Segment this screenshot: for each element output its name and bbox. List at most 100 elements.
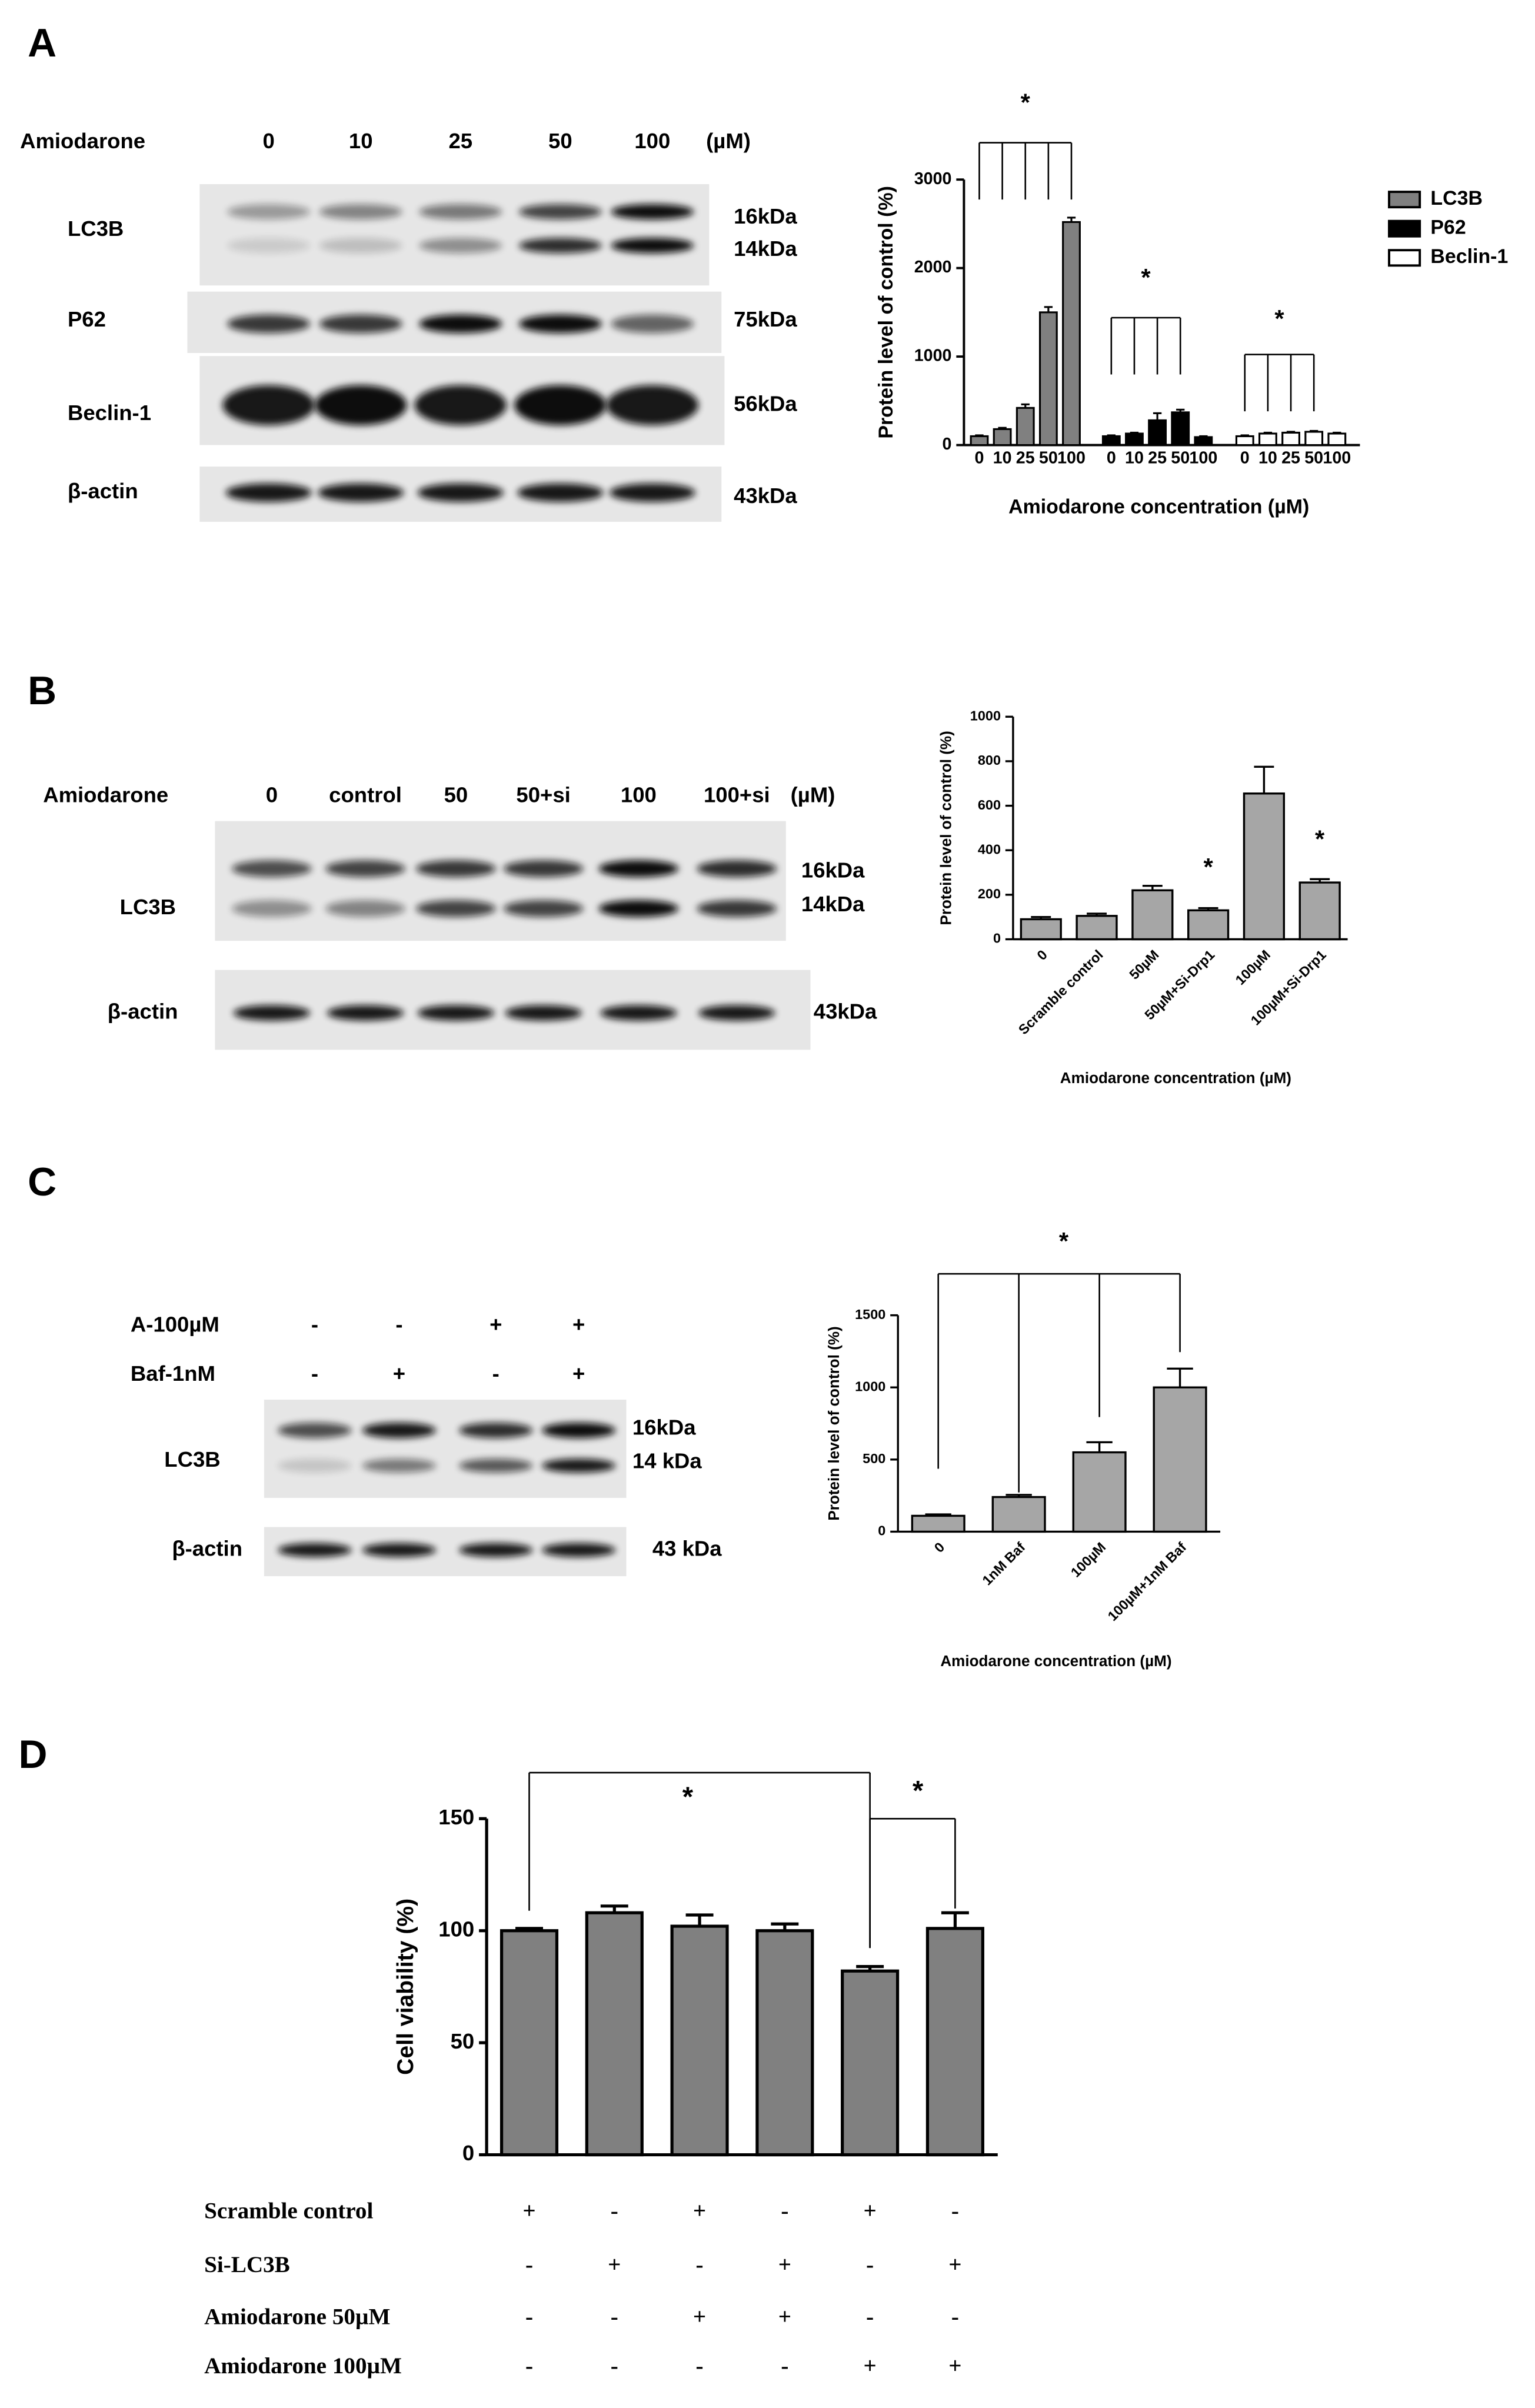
significance: * (1021, 88, 1031, 116)
condition-label: Amiodarone 100µM (204, 2353, 402, 2379)
lane-label: 100 (621, 783, 657, 807)
x-tick-label: 100 (1189, 449, 1217, 468)
bar (911, 1514, 965, 1533)
blot-band (319, 314, 402, 334)
blot-band (278, 1423, 352, 1438)
bar (1235, 435, 1254, 447)
blot-band (600, 1005, 677, 1021)
kda-label: 16kDa (632, 1415, 696, 1439)
blot-row-label: Beclin-1 (68, 401, 151, 425)
condition-sign: - (951, 2199, 959, 2224)
condition-sign: - (951, 2304, 959, 2330)
x-tick-label: 0 (931, 1539, 948, 1556)
blot-band (319, 204, 402, 220)
lane-label: 50 (548, 129, 572, 153)
blot-band (514, 385, 607, 425)
blot-band (362, 1458, 437, 1473)
blot-band (542, 1543, 616, 1557)
y-axis-label: Protein level of control (%) (937, 731, 955, 925)
blot-band (319, 238, 402, 254)
bar (1038, 311, 1058, 447)
x-tick-label: 100µM (1233, 947, 1273, 988)
bar (1327, 432, 1347, 447)
blot-row-label: LC3B (164, 1447, 220, 1471)
blot-band (419, 314, 502, 334)
y-tick-label: 150 (438, 1805, 474, 1829)
lane-label: 100 (634, 129, 670, 153)
x-tick-label: 25 (1281, 449, 1300, 468)
blot-band (318, 483, 404, 502)
y-tick-label: 2000 (914, 258, 952, 277)
blot-band (419, 204, 502, 220)
y-tick-label: 800 (978, 752, 1001, 768)
blot-band (503, 900, 584, 917)
blot-band (278, 1543, 352, 1557)
y-axis-label: Protein level of control (%) (825, 1326, 843, 1520)
bar (1076, 915, 1118, 941)
significance: * (1141, 264, 1151, 291)
kda-label: 43 kDa (652, 1536, 722, 1560)
bar (970, 435, 989, 447)
y-tick-label: 500 (863, 1451, 885, 1466)
condition-sign: + (572, 1313, 585, 1337)
x-tick-label: 50µM (1126, 947, 1161, 982)
y-tick-label: 400 (978, 841, 1001, 857)
x-tick-label: 25 (1016, 449, 1035, 468)
blot-band (325, 860, 405, 877)
kda-label: 75kDa (734, 307, 797, 331)
blot-band (227, 238, 311, 254)
condition-sign: + (778, 2304, 791, 2330)
condition-sign: + (572, 1361, 585, 1385)
blot-band (233, 1005, 311, 1021)
condition-sign: - (311, 1361, 318, 1385)
blot-band (697, 900, 777, 917)
blot-band (606, 385, 699, 425)
condition-sign: + (863, 2199, 876, 2224)
bar (841, 1969, 900, 2157)
blot-band (327, 1005, 404, 1021)
bar (1153, 1386, 1207, 1533)
panel-letter: A (28, 21, 56, 65)
x-tick-label: 0 (975, 449, 984, 468)
bar (1281, 431, 1300, 447)
blot-band (416, 900, 496, 917)
bar (1020, 918, 1062, 941)
significance: * (682, 1781, 694, 1812)
condition-label: Si-LC3B (204, 2252, 290, 2277)
x-tick-label: 50 (1171, 449, 1190, 468)
blot-band (598, 900, 679, 917)
condition-sign: - (781, 2353, 788, 2379)
blot-band (518, 238, 602, 254)
kda-label: 43kDa (734, 484, 797, 508)
blot-band (611, 204, 694, 220)
blot-header: Amiodarone (43, 783, 168, 807)
kda-label: 16kDa (801, 858, 865, 882)
blot-band (232, 860, 312, 877)
kda-label: 14kDa (801, 892, 865, 916)
y-tick-label: 1500 (855, 1307, 885, 1322)
blot-band (542, 1423, 616, 1438)
blot-band (459, 1543, 533, 1557)
lane-label: 0 (263, 129, 275, 153)
condition-sign: + (948, 2252, 961, 2277)
condition-sign: - (866, 2252, 874, 2277)
y-axis-label: Protein level of control (%) (875, 186, 897, 439)
condition-sign: + (522, 2199, 535, 2224)
blot-band (518, 204, 602, 220)
legend-label: LC3B (1430, 187, 1483, 209)
condition-sign: - (781, 2199, 788, 2224)
lane-label: 25 (448, 129, 472, 153)
y-tick-label: 0 (462, 2141, 474, 2165)
x-tick-label: 50 (1039, 449, 1058, 468)
condition-label: Scramble control (204, 2199, 373, 2224)
x-axis-label: Amiodarone concentration (µM) (940, 1652, 1171, 1670)
significance: * (913, 1774, 924, 1806)
condition-sign: - (611, 2304, 618, 2330)
kda-label: 56kDa (734, 391, 797, 415)
significance: * (1315, 825, 1325, 853)
legend-label: P62 (1430, 217, 1466, 239)
y-tick-label: 1000 (855, 1378, 885, 1394)
bar (500, 1929, 559, 2157)
blot-band (225, 483, 312, 502)
